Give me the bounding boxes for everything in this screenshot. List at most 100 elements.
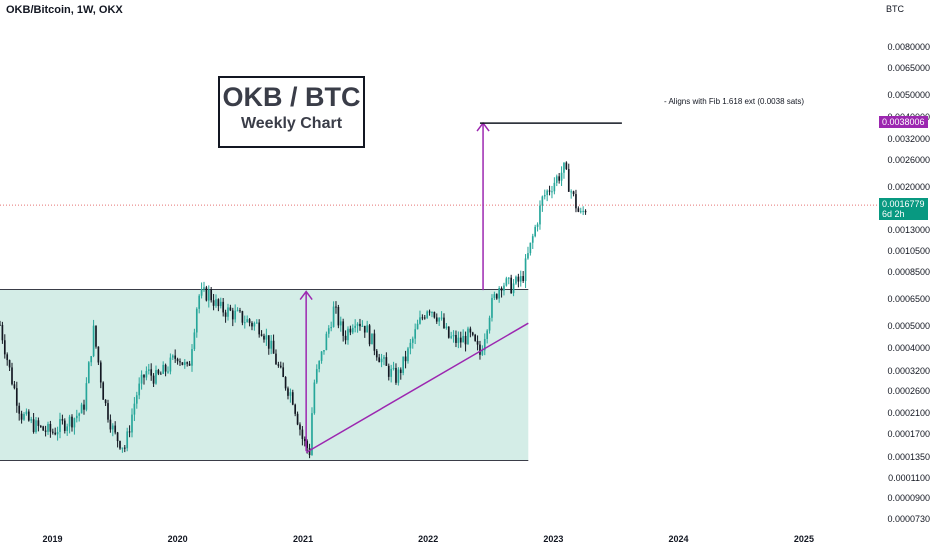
- candle-body: [392, 367, 395, 369]
- candle-body: [11, 367, 13, 385]
- candle-body: [464, 335, 467, 345]
- candle-body: [512, 283, 515, 294]
- candle-body: [8, 360, 11, 368]
- candle-body: [407, 348, 409, 362]
- candle-body: [428, 311, 431, 313]
- candle-body: [111, 425, 114, 430]
- candle-body: [207, 289, 210, 301]
- arrow-head: [299, 290, 313, 300]
- candle-body: [179, 361, 181, 363]
- candle-body: [390, 368, 393, 377]
- candle-body: [450, 336, 453, 338]
- candle-body: [47, 423, 49, 432]
- y-tick-label: 0.0001700: [887, 429, 930, 440]
- fib-annotation: - Aligns with Fib 1.618 ext (0.0038 sats…: [664, 97, 805, 106]
- candle-body: [49, 423, 52, 432]
- candle-body: [308, 448, 311, 456]
- candle-body: [200, 288, 203, 296]
- candle-body: [481, 350, 484, 355]
- support-trendline: [305, 322, 529, 454]
- candle-body: [183, 362, 186, 365]
- candle-body: [195, 308, 198, 333]
- candle-body: [87, 362, 90, 384]
- candle-body: [169, 357, 172, 372]
- candle-body: [287, 388, 289, 396]
- candle-body: [342, 321, 345, 336]
- candle-body: [30, 419, 33, 421]
- current-price-value: 0.0016779: [882, 199, 925, 210]
- candle-body: [368, 325, 371, 345]
- candle-body: [325, 333, 328, 351]
- candle-body: [534, 226, 537, 237]
- candle-body: [147, 369, 150, 371]
- candle-body: [553, 182, 556, 192]
- candle-body: [311, 413, 313, 456]
- candle-body: [239, 310, 241, 312]
- candle-body: [498, 288, 501, 299]
- candle-body: [558, 176, 561, 181]
- candle-body: [347, 328, 349, 341]
- candle-body: [99, 362, 102, 383]
- candle-body: [107, 403, 109, 420]
- y-tick-label: 0.0004000: [887, 343, 930, 354]
- candle-body: [536, 224, 539, 227]
- candle-body: [563, 162, 565, 173]
- candle-body: [102, 382, 105, 400]
- candle-body: [277, 364, 280, 366]
- y-tick-label: 0.0050000: [887, 89, 930, 100]
- candle-body: [186, 362, 189, 364]
- candle-body: [570, 191, 573, 193]
- bar-countdown: 6d 2h: [882, 209, 905, 220]
- candle-body: [486, 330, 489, 339]
- candle-body: [373, 333, 376, 351]
- candle-body: [181, 362, 184, 365]
- candle-body: [383, 357, 385, 359]
- candle-body: [380, 358, 383, 363]
- candle-body: [275, 353, 277, 365]
- candle-body: [467, 328, 469, 345]
- candle-body: [109, 419, 112, 430]
- candle-body: [205, 287, 208, 301]
- candle-body: [222, 301, 225, 313]
- y-tick-label: 0.0000730: [887, 514, 930, 524]
- candle-body: [159, 373, 162, 375]
- candle-body: [80, 404, 83, 414]
- candle-body: [3, 340, 6, 355]
- candle-body: [579, 211, 582, 213]
- candle-body: [83, 404, 85, 410]
- candle-body: [35, 420, 37, 433]
- candle-body: [241, 311, 244, 323]
- candle-body: [519, 276, 522, 282]
- candle-body: [332, 306, 335, 328]
- candle-body: [66, 426, 69, 431]
- candle-body: [318, 360, 321, 370]
- candle-body: [294, 404, 297, 414]
- candle-body: [0, 324, 1, 326]
- candle-body: [282, 367, 285, 378]
- target-price-tag: 0.0038006: [879, 116, 928, 129]
- candle-body: [20, 413, 23, 420]
- candle-body: [572, 191, 575, 195]
- x-tick-label: 2019: [42, 534, 63, 544]
- candle-body: [18, 405, 21, 414]
- chart-title-box[interactable]: OKB / BTC Weekly Chart: [218, 76, 365, 148]
- candle-body: [359, 323, 361, 327]
- candle-body: [582, 210, 585, 212]
- candle-body: [1, 324, 4, 341]
- candle-body: [527, 253, 529, 259]
- candle-body: [387, 365, 390, 377]
- candle-body: [416, 323, 419, 330]
- candle-body: [517, 276, 520, 282]
- candle-body: [174, 355, 177, 359]
- candle-body: [371, 333, 373, 345]
- candle-body: [279, 365, 282, 368]
- candle-body: [13, 384, 16, 389]
- candle-body: [529, 242, 532, 254]
- candle-body: [131, 414, 133, 433]
- candle-body: [191, 349, 193, 366]
- candle-body: [469, 328, 472, 333]
- unit-label: BTC: [886, 4, 904, 14]
- candle-body: [539, 205, 541, 225]
- candle-body: [291, 392, 294, 405]
